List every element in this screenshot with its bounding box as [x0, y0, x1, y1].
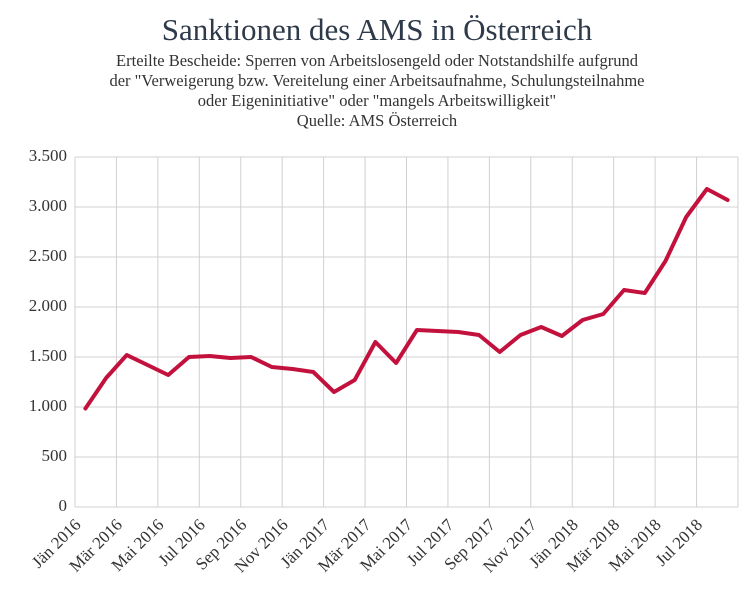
y-tick-label: 3.000: [29, 196, 67, 215]
subtitle: Quelle: AMS Österreich: [297, 111, 458, 130]
subtitle: der "Verweigerung bzw. Vereitelung einer…: [109, 71, 644, 90]
y-tick-label: 0: [59, 496, 68, 515]
x-tick-label: Jul 2018: [652, 515, 707, 570]
y-tick-label: 2.000: [29, 296, 67, 315]
y-tick-label: 1.000: [29, 396, 67, 415]
y-tick-label: 3.500: [29, 146, 67, 165]
y-tick-label: 2.500: [29, 246, 67, 265]
chart-title: Sanktionen des AMS in Österreich: [162, 12, 593, 47]
y-tick-label: 1.500: [29, 346, 67, 365]
data-line: [83, 187, 730, 411]
y-tick-label: 500: [42, 446, 68, 465]
subtitle: Erteilte Bescheide: Sperren von Arbeitsl…: [116, 51, 639, 70]
subtitle: oder Eigeninitiative" oder "mangels Arbe…: [198, 91, 556, 110]
